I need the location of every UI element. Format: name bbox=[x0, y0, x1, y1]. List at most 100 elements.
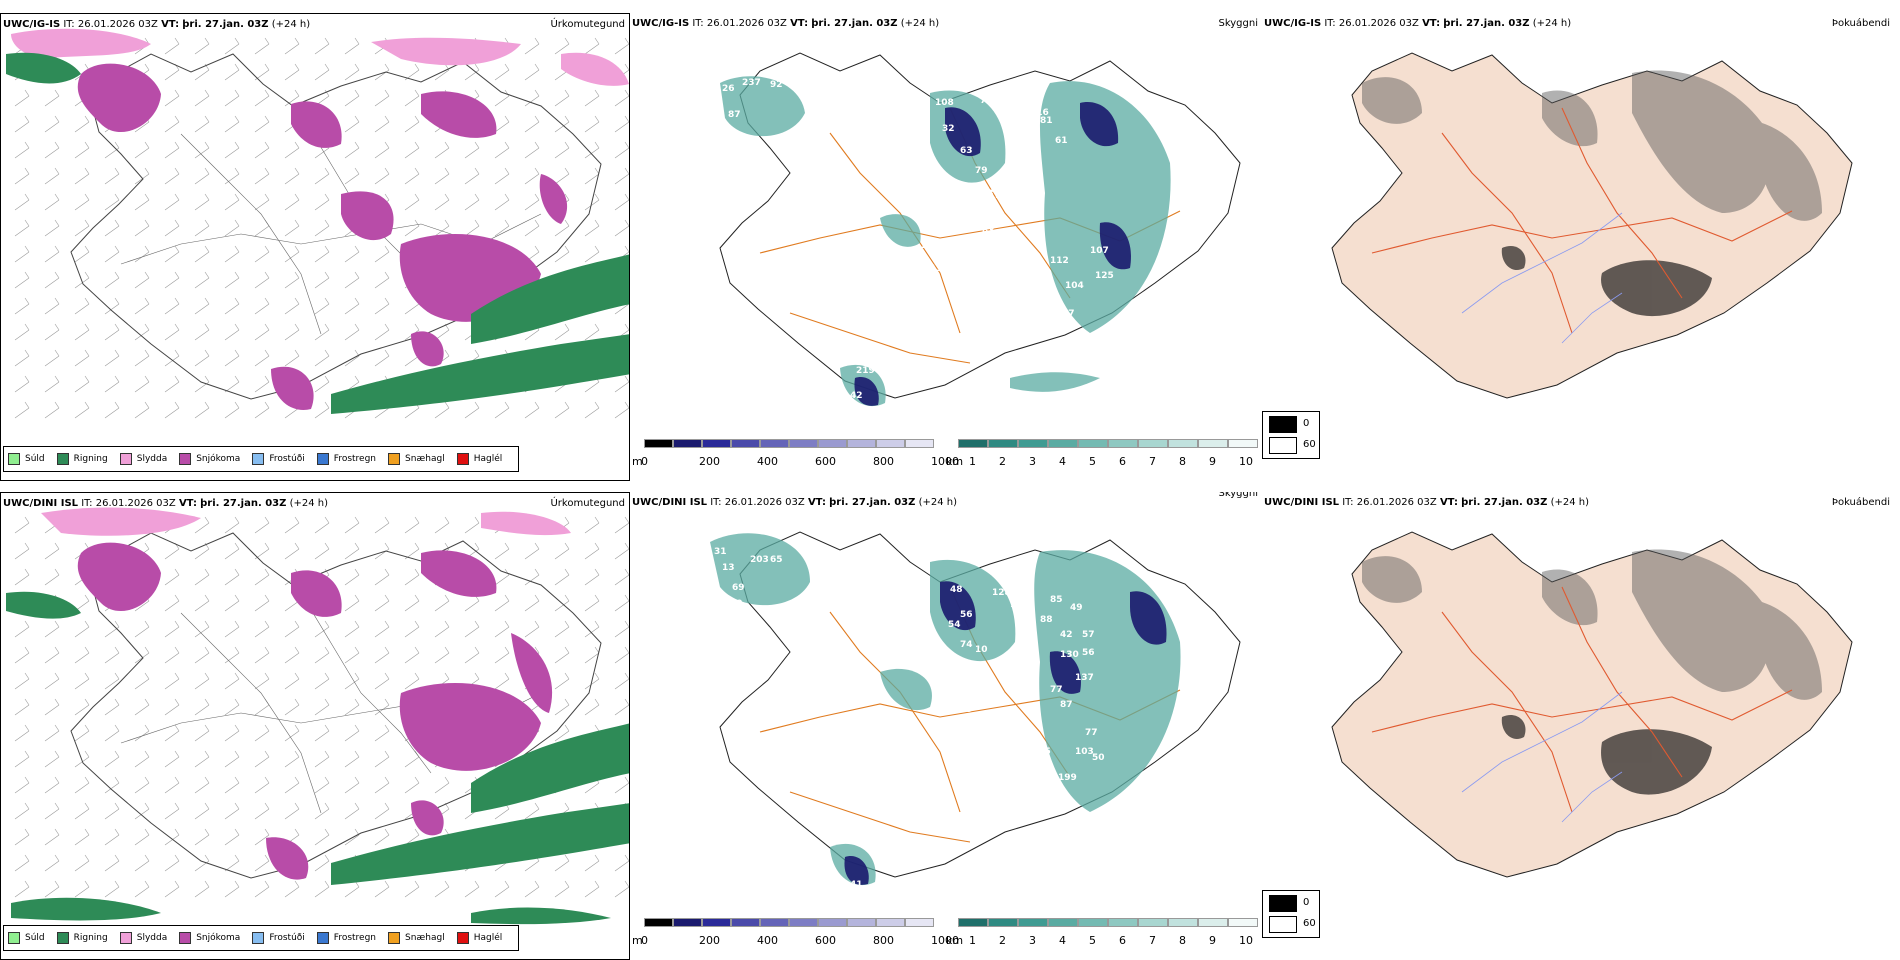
wind-barb bbox=[314, 37, 330, 55]
wind-barb bbox=[524, 63, 540, 81]
wind-barb bbox=[164, 880, 180, 898]
visibility-panel-top: 26 237 92 87 30 108 71 31 32 116 63 81 79 93 61 123 42 99… bbox=[630, 13, 1260, 481]
legend-swatch bbox=[56, 453, 69, 465]
wind-barb bbox=[614, 141, 629, 159]
wind-barb bbox=[14, 750, 30, 768]
wind-barb bbox=[44, 115, 60, 133]
wind-barb bbox=[44, 776, 60, 794]
wind-barb bbox=[164, 854, 180, 872]
wind-barb bbox=[374, 724, 390, 742]
wind-barb bbox=[134, 646, 150, 664]
wind-barb bbox=[284, 672, 300, 690]
wind-barb bbox=[134, 141, 150, 159]
colorbar-tick-label: 1 bbox=[969, 934, 976, 947]
wind-barb bbox=[74, 620, 90, 638]
wind-barb bbox=[254, 516, 270, 534]
wind-barb bbox=[74, 193, 90, 211]
legend-swatch bbox=[456, 932, 469, 944]
visibility-label: 87 bbox=[1060, 700, 1073, 710]
colorbar-tick-label: 8 bbox=[1179, 934, 1186, 947]
wind-barb bbox=[134, 672, 150, 690]
wind-barb bbox=[284, 63, 300, 81]
wind-barb bbox=[344, 297, 360, 315]
visibility-label: 99 bbox=[995, 191, 1008, 201]
wind-barb bbox=[554, 245, 570, 263]
colorbar-segment bbox=[988, 918, 1018, 927]
wind-barb bbox=[584, 115, 600, 133]
wind-barb bbox=[194, 516, 210, 534]
wind-barb bbox=[464, 141, 480, 159]
legend-swatch bbox=[316, 453, 329, 465]
visibility-label: 203 bbox=[750, 555, 769, 565]
wind-barb bbox=[314, 349, 330, 367]
wind-barb bbox=[284, 245, 300, 263]
visibility-label: 123 bbox=[975, 189, 994, 199]
colorbar-tick-label: 5 bbox=[1089, 934, 1096, 947]
visibility-label: 125 bbox=[1095, 271, 1114, 281]
wind-barb bbox=[74, 750, 90, 768]
visibility-label: 63 bbox=[960, 146, 973, 156]
visibility-label: 93 bbox=[990, 176, 1003, 186]
colorbar-tick-label: 7 bbox=[1149, 455, 1156, 468]
colorbar-tick-label: 10 bbox=[1239, 934, 1253, 947]
fog-legend-swatch bbox=[1269, 895, 1297, 912]
legend-item: Snjókoma bbox=[179, 453, 240, 465]
legend-item: Súld bbox=[8, 453, 45, 465]
wind-barb bbox=[44, 401, 60, 419]
sleet-areas bbox=[41, 507, 571, 536]
wind-barb bbox=[44, 672, 60, 690]
wind-barb bbox=[14, 193, 30, 211]
wind-barb bbox=[494, 594, 510, 612]
wind-barb bbox=[194, 167, 210, 185]
wind-barb bbox=[254, 141, 270, 159]
wind-barb bbox=[74, 323, 90, 341]
wind-barb bbox=[254, 646, 270, 664]
wind-barb bbox=[134, 193, 150, 211]
visibility-label: 85 bbox=[1050, 595, 1063, 605]
wind-barb bbox=[224, 776, 240, 794]
wind-barb bbox=[344, 646, 360, 664]
panel-header: UWC/IG-IS IT: 26.01.2026 03Z VT: þri. 27… bbox=[3, 19, 311, 30]
visibility-label: 103 bbox=[1075, 747, 1094, 757]
wind-barb bbox=[554, 568, 570, 586]
wind-barb bbox=[44, 854, 60, 872]
wind-barb bbox=[134, 375, 150, 393]
wind-barb bbox=[344, 37, 360, 55]
wind-barb bbox=[194, 219, 210, 237]
wind-barb bbox=[14, 167, 30, 185]
wind-barb bbox=[314, 271, 330, 289]
wind-barb bbox=[404, 516, 420, 534]
wind-barb bbox=[554, 219, 570, 237]
colorbar-segment bbox=[876, 439, 905, 448]
wind-barb bbox=[314, 245, 330, 263]
wind-barb bbox=[224, 568, 240, 586]
legend-swatch bbox=[8, 453, 20, 465]
legend-swatch bbox=[252, 932, 265, 944]
wind-barb bbox=[224, 297, 240, 315]
wind-barb bbox=[314, 219, 330, 237]
colorbar-segment bbox=[731, 439, 760, 448]
colorbar-tick-label: 6 bbox=[1119, 934, 1126, 947]
wind-barb bbox=[584, 37, 600, 55]
legend-label: Slydda bbox=[136, 454, 168, 464]
colorbar-tick-label: 9 bbox=[1209, 934, 1216, 947]
wind-barb bbox=[494, 401, 510, 419]
colorbar-segment bbox=[760, 918, 789, 927]
wind-barb bbox=[524, 89, 540, 107]
roads bbox=[1371, 107, 1793, 334]
colorbar-segment bbox=[1138, 439, 1168, 448]
wind-barb bbox=[524, 401, 540, 419]
wind-barb bbox=[614, 401, 629, 419]
wind-barb bbox=[194, 542, 210, 560]
wind-barb bbox=[314, 63, 330, 81]
wind-barb bbox=[254, 776, 270, 794]
wind-barb bbox=[44, 646, 60, 664]
visibility-label: 79 bbox=[960, 705, 973, 715]
colorbar-tick-label: 2 bbox=[999, 455, 1006, 468]
legend-swatch bbox=[8, 932, 20, 944]
wind-barb bbox=[104, 297, 120, 315]
visibility-label: 81 bbox=[1040, 116, 1053, 126]
legend-label: Snæhagl bbox=[405, 454, 445, 464]
panel-header: UWC/IG-IS IT: 26.01.2026 03Z VT: þri. 27… bbox=[632, 18, 940, 29]
wind-barb bbox=[164, 219, 180, 237]
